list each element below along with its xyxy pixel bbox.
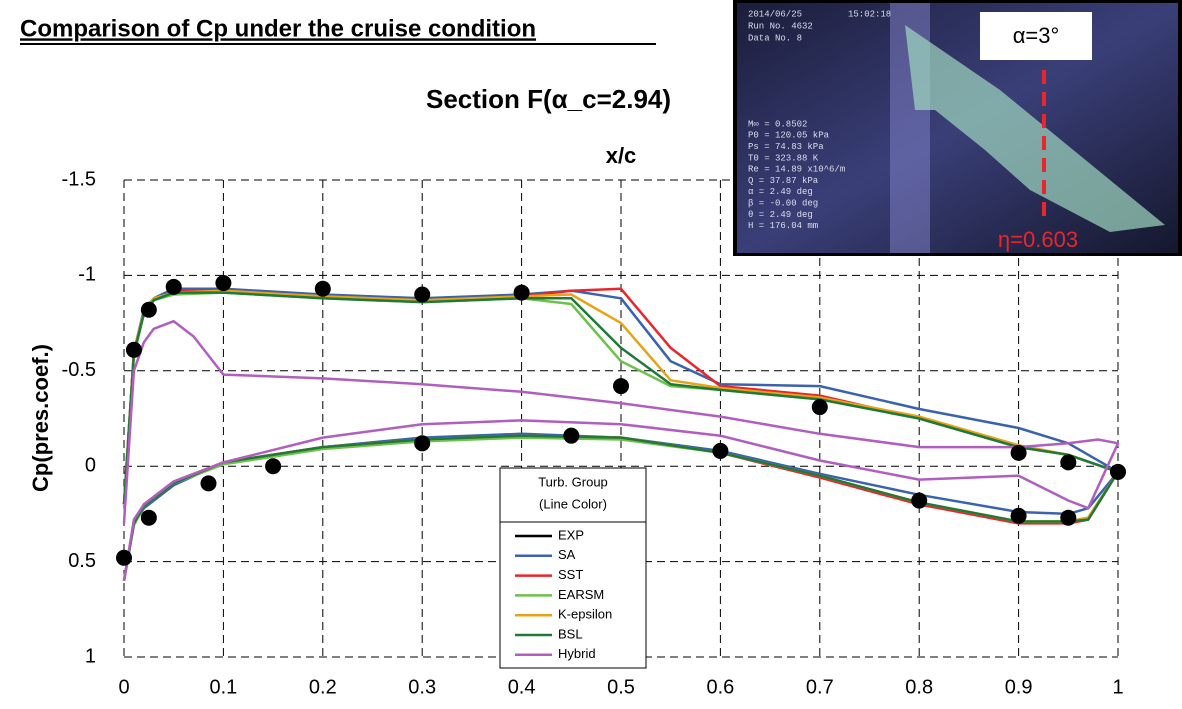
x-tick-label: 0 xyxy=(118,676,129,698)
y-tick-label: 0 xyxy=(85,454,96,476)
inset-angle: α=3° xyxy=(1013,23,1060,48)
exp-point xyxy=(911,493,927,509)
exp-point xyxy=(141,510,157,526)
page-title: Comparison of Cp under the cruise condit… xyxy=(20,15,536,42)
x-tick-label: 0.5 xyxy=(607,676,635,698)
y-tick-label: -1 xyxy=(78,264,96,286)
legend-label: BSL xyxy=(558,626,583,641)
overlay-text: H = 176.04 mm xyxy=(748,221,818,231)
exp-point xyxy=(1060,510,1076,526)
overlay-text: Run No. 4632 xyxy=(748,21,813,31)
exp-point xyxy=(563,428,579,444)
exp-point xyxy=(265,458,281,474)
exp-point xyxy=(166,279,182,295)
legend-title: Turb. Group xyxy=(538,474,608,489)
y-tick-label: -0.5 xyxy=(62,359,96,381)
exp-point xyxy=(1060,454,1076,470)
legend-label: SA xyxy=(558,547,576,562)
overlay-text: Q = 37.87 kPa xyxy=(748,176,819,186)
exp-point xyxy=(414,435,430,451)
legend-label: EXP xyxy=(558,527,584,542)
x-axis-label: x/c xyxy=(606,143,637,168)
overlay-text: T0 = 323.88 K xyxy=(748,153,819,163)
exp-point xyxy=(200,475,216,491)
exp-point xyxy=(812,399,828,415)
y-tick-label: 1 xyxy=(85,645,96,667)
x-tick-label: 0.7 xyxy=(806,676,834,698)
legend-label: K-epsilon xyxy=(558,607,612,622)
exp-point xyxy=(414,286,430,302)
overlay-text: 15:02:18 xyxy=(848,9,891,19)
x-tick-label: 0.8 xyxy=(905,676,933,698)
legend-label: EARSM xyxy=(558,587,604,602)
x-tick-label: 0.4 xyxy=(508,676,536,698)
x-tick-label: 0.1 xyxy=(209,676,237,698)
overlay-text: P0 = 120.05 kPa xyxy=(748,131,830,141)
exp-point xyxy=(1110,464,1126,480)
exp-point xyxy=(712,443,728,459)
overlay-text: β = -0.00 deg xyxy=(748,198,818,208)
legend-label: SST xyxy=(558,567,583,582)
overlay-text: Data No. 8 xyxy=(748,33,802,43)
legend-label: Hybrid xyxy=(558,646,596,661)
x-tick-label: 0.2 xyxy=(309,676,337,698)
x-tick-label: 0.9 xyxy=(1005,676,1033,698)
x-tick-label: 0.6 xyxy=(706,676,734,698)
overlay-text: Ps = 74.83 kPa xyxy=(748,142,824,152)
x-tick-label: 0.3 xyxy=(408,676,436,698)
exp-point xyxy=(315,281,331,297)
overlay-text: 2014/06/25 xyxy=(748,9,802,19)
subtitle: Section F(α_c=2.94) xyxy=(426,84,671,114)
inset-photo: α=3° η=0.603 2014/06/25 15:02:18 Run No. 4… xyxy=(733,0,1182,256)
exp-point xyxy=(126,342,142,358)
exp-point xyxy=(1011,445,1027,461)
exp-point xyxy=(1011,508,1027,524)
exp-point xyxy=(613,378,629,394)
y-tick-label: 0.5 xyxy=(68,550,96,572)
overlay-text: θ = 2.49 deg xyxy=(748,210,813,220)
exp-point xyxy=(116,550,132,566)
inset-eta: η=0.603 xyxy=(998,227,1078,252)
y-axis-label: Cp(pres.coef.) xyxy=(28,344,53,492)
overlay-text: Re = 14.89 x10^6/m xyxy=(748,165,845,175)
exp-point xyxy=(514,285,530,301)
legend: Turb. Group (Line Color) EXP SA SST EARSM K-… xyxy=(500,468,646,668)
chart: Comparison of Cp under the cruise condit… xyxy=(0,0,1182,709)
x-tick-label: 1 xyxy=(1112,676,1123,698)
overlay-text: M∞ = 0.8502 xyxy=(748,119,807,129)
y-tick-label: -1.5 xyxy=(62,168,96,190)
overlay-text: α = 2.49 deg xyxy=(748,187,813,197)
legend-title: (Line Color) xyxy=(539,496,607,511)
exp-point xyxy=(141,302,157,318)
exp-point xyxy=(215,275,231,291)
